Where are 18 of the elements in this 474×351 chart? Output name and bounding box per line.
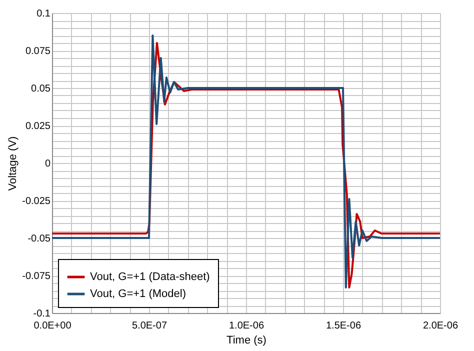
y-axis-title: Voltage (V) <box>7 136 20 191</box>
y-tick-label: -0.025 <box>22 196 51 207</box>
y-tick-label: -0.05 <box>28 234 51 244</box>
y-tick-label: -0.1 <box>33 308 51 320</box>
y-tick-label: 0.025 <box>25 121 51 132</box>
y-tick-label: 0.05 <box>31 84 51 94</box>
x-tick-label: 1.5E-06 <box>326 320 362 332</box>
x-tick-label: 1.0E-06 <box>228 320 264 332</box>
y-tick-label: 0 <box>44 158 51 170</box>
legend-label: Vout, G=+1 (Model) <box>90 288 186 300</box>
x-tick-label: 2.0E-06 <box>422 320 458 332</box>
legend-label: Vout, G=+1 (Data-sheet) <box>90 271 210 283</box>
y-tick-label: -0.075 <box>22 271 51 282</box>
x-tick-label: 5.0E-07 <box>132 320 168 332</box>
y-tick-label: 0.1 <box>36 8 51 20</box>
y-tick-label: 0.075 <box>25 46 51 57</box>
x-axis-title: Time (s) <box>226 334 266 346</box>
x-tick-label: 0.0E+00 <box>34 320 72 332</box>
